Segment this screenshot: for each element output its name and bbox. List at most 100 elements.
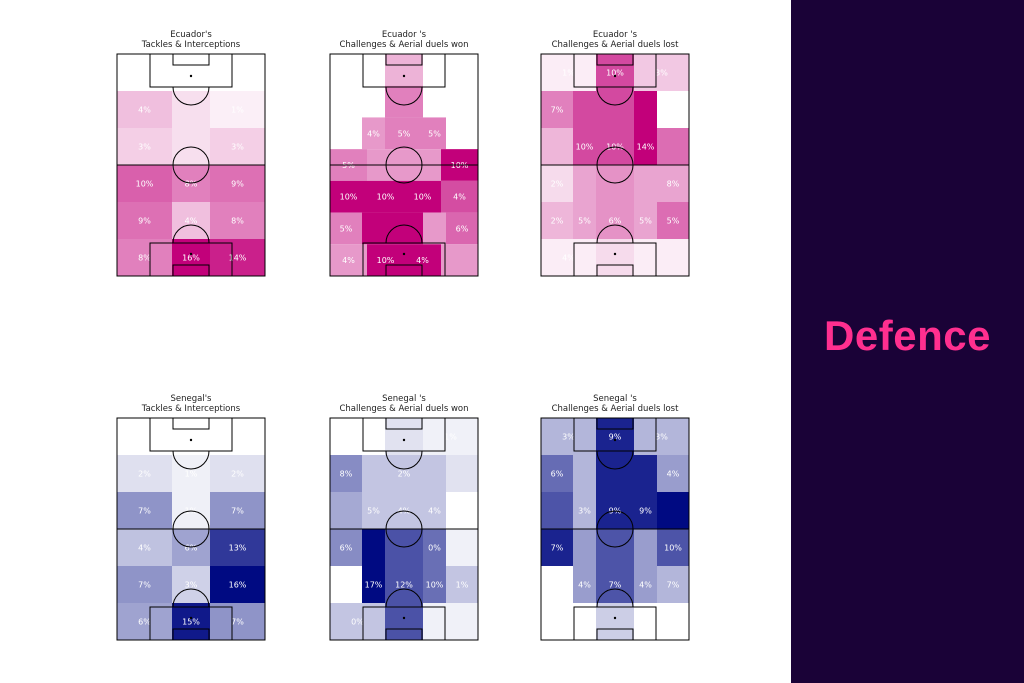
cell-label: 2% bbox=[231, 470, 244, 479]
heatmap-cell bbox=[446, 566, 478, 603]
cell-label: 1% bbox=[444, 433, 457, 442]
cell-label: 7% bbox=[231, 507, 244, 516]
heatmap-cell bbox=[541, 529, 573, 566]
cell-label: 15% bbox=[182, 618, 200, 627]
cell-label: 4% bbox=[138, 106, 151, 115]
top-goal-box bbox=[172, 417, 210, 430]
cell-label: 10% bbox=[136, 180, 154, 189]
cell-label: 5% bbox=[428, 129, 441, 138]
heatmap-cell bbox=[573, 455, 596, 492]
heatmap-cell bbox=[172, 202, 210, 239]
cell-label: 2% bbox=[551, 180, 564, 189]
cell-label: 16% bbox=[182, 254, 200, 263]
top-penalty-arc bbox=[172, 450, 210, 470]
heatmap-cell bbox=[210, 492, 265, 529]
cell-label: 1% bbox=[185, 470, 198, 479]
heatmap-cell bbox=[423, 117, 446, 150]
bottom-goal-box bbox=[172, 628, 210, 641]
heatmap-cell bbox=[117, 239, 172, 276]
heatmap-cell bbox=[446, 212, 478, 245]
top-goal-box bbox=[596, 417, 634, 430]
cell-label: 9% bbox=[639, 507, 652, 516]
heatmap-cell bbox=[385, 455, 423, 492]
heatmap-cell bbox=[423, 492, 446, 529]
top-penalty-spot bbox=[402, 74, 406, 78]
heatmap-cell bbox=[330, 54, 385, 86]
cell-label: 3% bbox=[562, 433, 575, 442]
heatmap-cell bbox=[634, 54, 689, 91]
heatmap-cell bbox=[541, 418, 596, 455]
chart-title-line2: Challenges & Aerial duels won bbox=[339, 40, 468, 50]
cell-label: 0% bbox=[138, 69, 151, 78]
heatmap-cell bbox=[385, 603, 423, 640]
bottom-goal-box bbox=[172, 264, 210, 277]
heatmap-cell bbox=[210, 91, 265, 128]
cell-label: 12% bbox=[395, 581, 413, 590]
cell-label: 5% bbox=[398, 129, 411, 138]
cell-label: 10% bbox=[606, 69, 624, 78]
cell-label: 9% bbox=[138, 217, 151, 226]
center-circle bbox=[596, 146, 634, 184]
heatmap-cell bbox=[117, 202, 172, 239]
cell-label: 1% bbox=[456, 581, 469, 590]
heatmap-cell bbox=[657, 91, 689, 128]
heatmap-cell bbox=[596, 202, 634, 239]
heatmap-cell bbox=[634, 91, 657, 128]
bottom-penalty-spot bbox=[613, 252, 617, 256]
cell-label: 6% bbox=[138, 618, 151, 627]
heatmap-cell bbox=[330, 212, 362, 245]
heatmap-cell bbox=[423, 212, 446, 245]
heatmap-cell bbox=[210, 128, 265, 165]
cell-label: 5% bbox=[340, 224, 353, 233]
chart-title-line1: Ecuador 's bbox=[593, 30, 638, 40]
bottom-penalty-spot bbox=[402, 616, 406, 620]
heatmap-cell bbox=[573, 202, 596, 239]
bottom-penalty-spot bbox=[613, 616, 617, 620]
heatmap-cell bbox=[385, 85, 423, 118]
heatmap-cell bbox=[330, 455, 362, 492]
heatmap-cell bbox=[573, 566, 596, 603]
heatmap-cell bbox=[657, 529, 689, 566]
heatmap-cell bbox=[210, 54, 265, 91]
chart-title-line2: Challenges & Aerial duels lost bbox=[552, 40, 679, 50]
heatmap-cell bbox=[117, 492, 172, 529]
heatmap-cell bbox=[541, 455, 573, 492]
heatmap-cell bbox=[385, 418, 423, 455]
cell-label: 4% bbox=[138, 544, 151, 553]
heatmap-cell bbox=[330, 566, 362, 603]
heatmap-cell bbox=[634, 492, 657, 529]
heatmap-cell bbox=[596, 418, 634, 455]
top-penalty-spot bbox=[613, 74, 617, 78]
top-goal-box bbox=[596, 53, 634, 66]
center-circle bbox=[385, 146, 423, 184]
heatmap-cell bbox=[541, 128, 573, 165]
heatmap-cell bbox=[117, 54, 172, 91]
heatmap-cell bbox=[362, 117, 385, 150]
heatmap-cell bbox=[446, 492, 478, 529]
top-penalty-arc bbox=[385, 86, 423, 106]
heatmap-cell bbox=[330, 529, 362, 566]
bottom-goal-box bbox=[385, 264, 423, 277]
heatmap-cell bbox=[596, 91, 634, 128]
chart-title-line2: Tackles & Interceptions bbox=[141, 40, 241, 50]
heatmap-cell bbox=[210, 455, 265, 492]
heatmap-cell bbox=[362, 566, 385, 603]
heatmap-cell bbox=[172, 566, 210, 603]
heatmap-cell bbox=[117, 165, 172, 202]
heatmap-cell bbox=[423, 54, 478, 86]
heatmap-cell bbox=[423, 566, 446, 603]
cell-label: 0% bbox=[351, 433, 364, 442]
heatmap-cell bbox=[573, 165, 596, 202]
heatmap-cell bbox=[385, 566, 423, 603]
top-goal-box bbox=[385, 53, 423, 66]
cell-label: 10% bbox=[414, 193, 432, 202]
bottom-penalty-arc bbox=[385, 224, 423, 244]
bottom-goal-box bbox=[596, 628, 634, 641]
section-title: Defence bbox=[824, 312, 991, 359]
bottom-penalty-arc bbox=[172, 588, 210, 608]
bottom-penalty-arc bbox=[596, 588, 634, 608]
heatmap-cell bbox=[541, 202, 573, 239]
heatmap-cell bbox=[210, 603, 265, 640]
top-penalty-arc bbox=[172, 86, 210, 106]
heatmap-cell bbox=[596, 239, 634, 276]
